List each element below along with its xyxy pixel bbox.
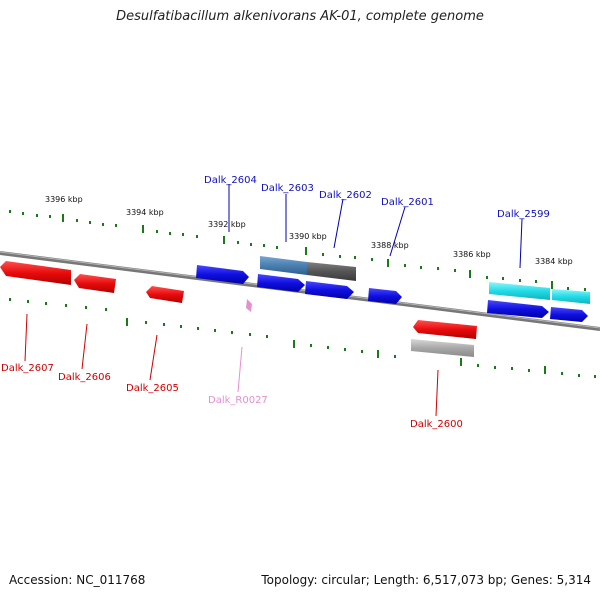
upper-tick-track bbox=[9, 210, 586, 291]
scale-label-3390: 3390 kbp bbox=[289, 232, 327, 241]
scale-label-3396: 3396 kbp bbox=[45, 195, 83, 204]
label-dalk-2599[interactable]: Dalk_2599 bbox=[497, 209, 550, 220]
reverse-strand-genes bbox=[0, 261, 477, 339]
leader-lines bbox=[24, 184, 523, 417]
leader-dalk-2600 bbox=[435, 369, 439, 417]
label-dalk-2607[interactable]: Dalk_2607 bbox=[1, 363, 54, 374]
leader-dalk-2607 bbox=[24, 313, 28, 362]
gene-dalk-2601[interactable] bbox=[368, 288, 402, 304]
gene-dalk-2599[interactable] bbox=[487, 300, 549, 318]
label-dalk-2604[interactable]: Dalk_2604 bbox=[204, 175, 257, 186]
gene-dalk-2600[interactable] bbox=[413, 320, 477, 339]
forward-strand-genes bbox=[196, 265, 588, 322]
gene-dalk-2607[interactable] bbox=[0, 261, 71, 285]
genome-summary-text: Topology: circular; Length: 6,517,073 bp… bbox=[261, 573, 591, 587]
feature-dark-2602[interactable] bbox=[307, 262, 356, 281]
label-dalk-2600[interactable]: Dalk_2600 bbox=[410, 419, 463, 430]
genome-backbone-highlight bbox=[0, 251, 600, 329]
scale-label-3394: 3394 kbp bbox=[126, 208, 164, 217]
rna-gene-dalk-r0027[interactable] bbox=[246, 299, 252, 312]
leader-dalk-2601 bbox=[389, 206, 406, 257]
gene-dalk-2606[interactable] bbox=[74, 274, 116, 293]
leader-dalk-r0027 bbox=[237, 346, 243, 393]
scale-label-3388: 3388 kbp bbox=[371, 241, 409, 250]
lower-tick-track bbox=[9, 298, 596, 378]
gene-dalk-2599-b[interactable] bbox=[550, 307, 588, 322]
leader-dalk-2599 bbox=[519, 218, 523, 269]
feature-cyan-2599[interactable] bbox=[489, 282, 550, 300]
feature-steel-2603[interactable] bbox=[260, 256, 307, 275]
gene-dalk-2602[interactable] bbox=[305, 281, 354, 299]
leader-dalk-2605 bbox=[149, 334, 158, 381]
accession-text: Accession: NC_011768 bbox=[9, 573, 146, 587]
gene-labels: Dalk_2604 Dalk_2603 Dalk_2602 Dalk_2601 … bbox=[1, 175, 550, 430]
feature-cyan-2599-b[interactable] bbox=[552, 289, 590, 304]
label-dalk-2606[interactable]: Dalk_2606 bbox=[58, 372, 111, 383]
map-title: Desulfatibacillum alkenivorans AK-01, co… bbox=[116, 9, 484, 24]
label-dalk-2602[interactable]: Dalk_2602 bbox=[319, 190, 372, 201]
scale-label-3386: 3386 kbp bbox=[453, 250, 491, 259]
label-dalk-2605[interactable]: Dalk_2605 bbox=[126, 383, 179, 394]
scale-label-3392: 3392 kbp bbox=[208, 220, 246, 229]
genome-backbone bbox=[0, 251, 600, 331]
label-dalk-r0027[interactable]: Dalk_R0027 bbox=[208, 395, 268, 406]
leader-dalk-2602 bbox=[333, 198, 344, 249]
leader-dalk-2606 bbox=[81, 323, 88, 370]
feature-grey-2600[interactable] bbox=[411, 339, 474, 357]
label-dalk-2601[interactable]: Dalk_2601 bbox=[381, 197, 434, 208]
scale-labels: 3396 kbp 3394 kbp 3392 kbp 3390 kbp 3388… bbox=[45, 195, 573, 266]
gene-dalk-2604[interactable] bbox=[196, 265, 249, 284]
label-dalk-2603[interactable]: Dalk_2603 bbox=[261, 183, 314, 194]
gene-dalk-2603[interactable] bbox=[257, 274, 305, 292]
scale-label-3384: 3384 kbp bbox=[535, 257, 573, 266]
gene-dalk-2605[interactable] bbox=[146, 286, 184, 303]
